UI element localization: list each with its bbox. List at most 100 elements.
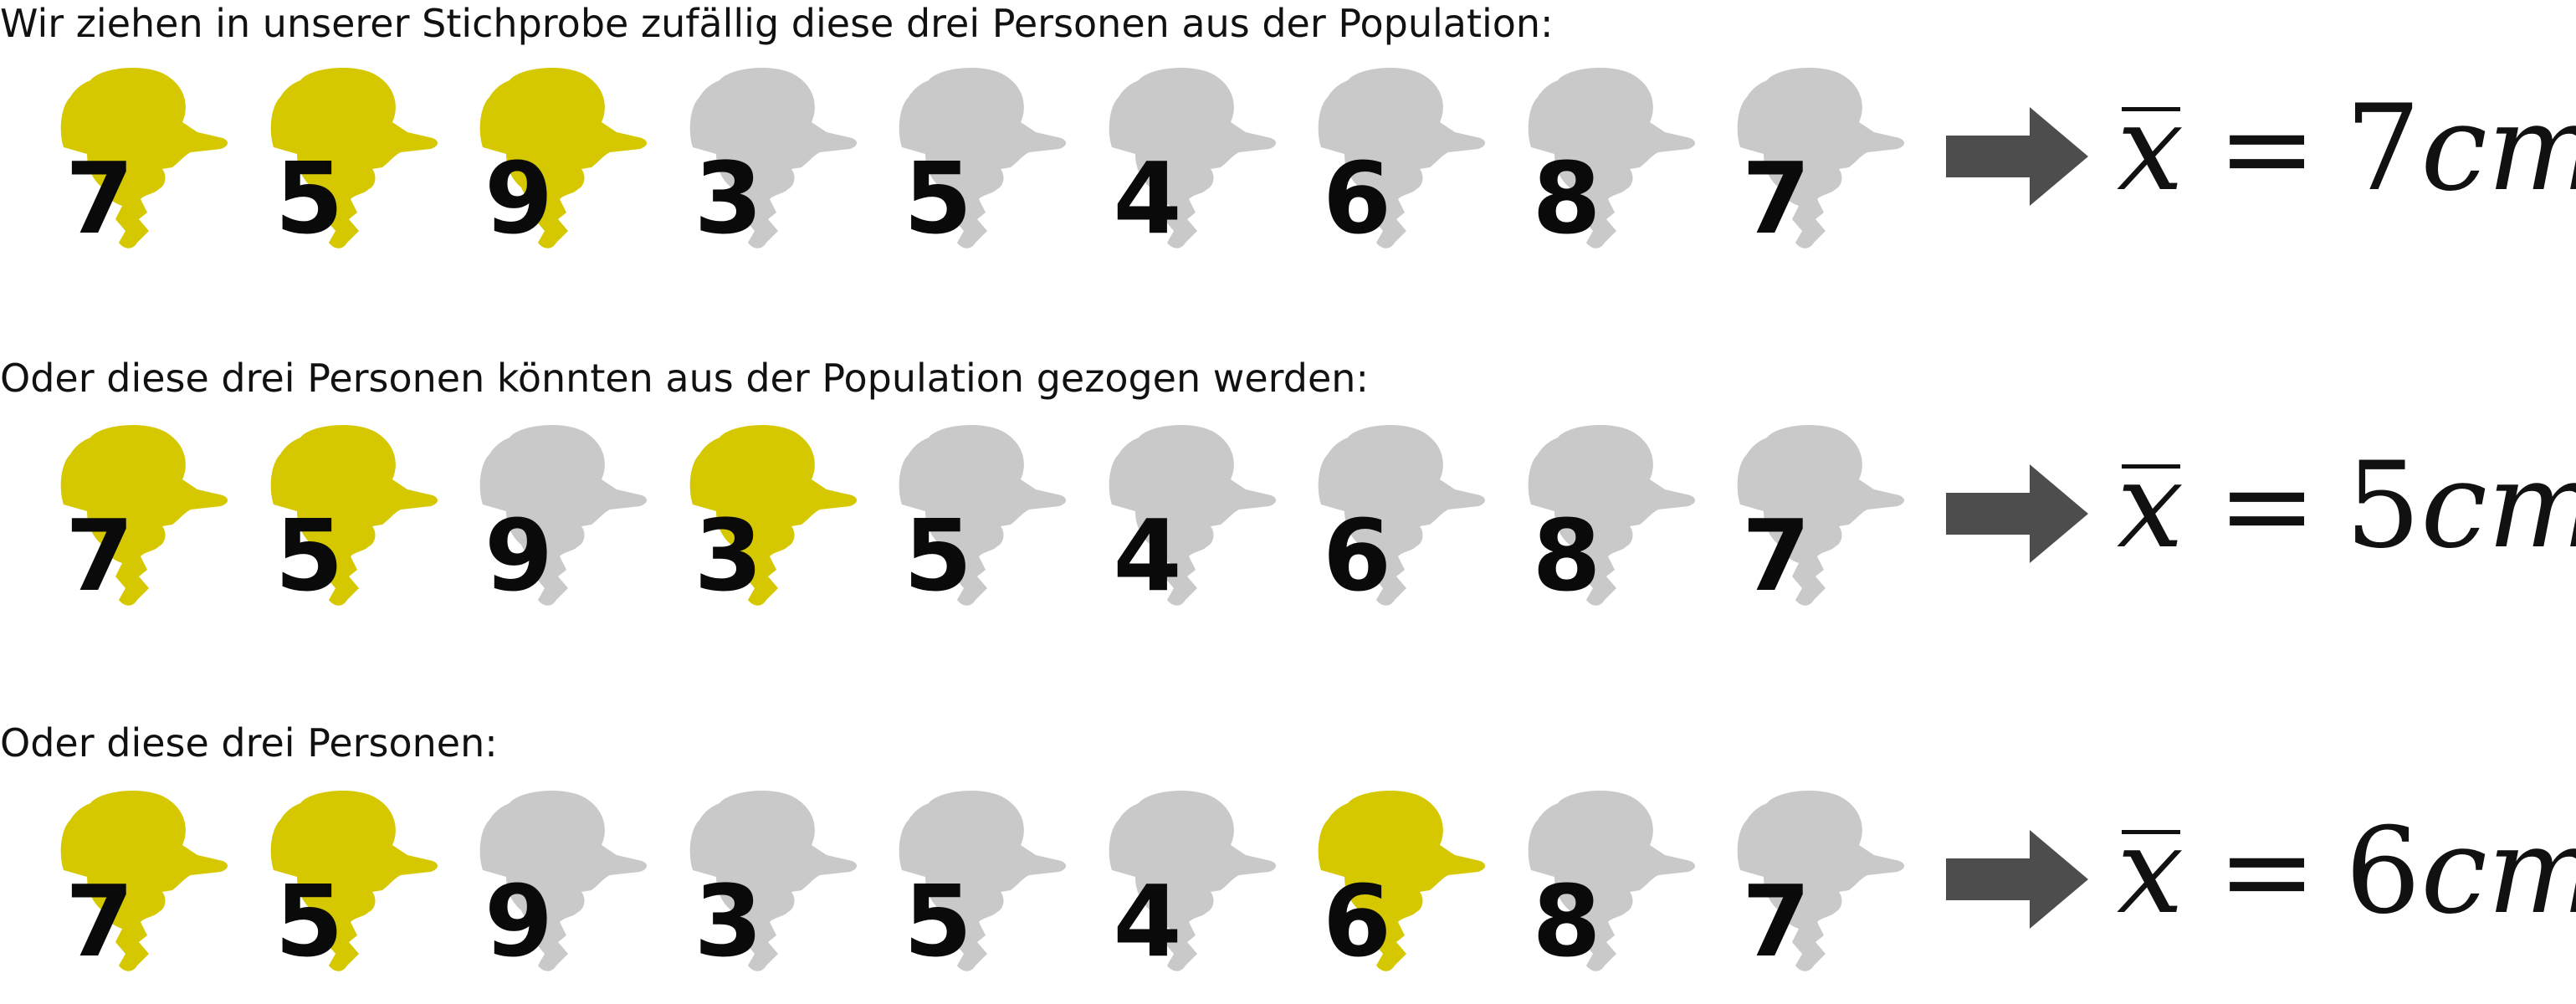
person-value: 4: [1113, 863, 1182, 979]
equals-sign: =: [2217, 437, 2317, 575]
sample-mean-symbol: x: [2117, 802, 2184, 940]
sample-mean-result: x=6cm: [2117, 805, 2576, 939]
person-figure: 3: [671, 64, 863, 264]
person-figure: 4: [1090, 421, 1283, 622]
silhouette-shape: [1737, 790, 1905, 971]
person-silhouette-icon: [479, 790, 648, 971]
sample-mean-unit: cm: [2420, 79, 2576, 218]
person-value: 8: [1532, 498, 1601, 613]
person-silhouette-icon: [1528, 67, 1695, 248]
sample-mean-value: 5: [2345, 437, 2421, 575]
person-silhouette-icon: [270, 67, 438, 248]
equals-sign: =: [2217, 802, 2317, 940]
person-value: 7: [1741, 498, 1811, 613]
silhouette-shape: [270, 424, 438, 606]
silhouette-shape: [60, 424, 228, 606]
caption-row-1: Wir ziehen in unserer Stichprobe zufälli…: [0, 1, 1554, 46]
person-figure: 9: [461, 64, 653, 264]
person-figure: 5: [252, 64, 444, 264]
person-value: 9: [484, 498, 554, 613]
equals-sign: =: [2217, 79, 2317, 218]
silhouette-shape: [1737, 67, 1905, 248]
sample-mean-symbol: x: [2117, 79, 2184, 218]
person-figure: 6: [1299, 421, 1492, 622]
sample-mean-value: 7: [2345, 79, 2421, 218]
silhouette-shape: [1528, 424, 1695, 606]
person-silhouette-icon: [1318, 790, 1486, 971]
silhouette-shape: [689, 790, 857, 971]
person-figure: 8: [1509, 421, 1702, 622]
person-value: 5: [274, 141, 344, 256]
person-figure: 9: [461, 786, 653, 987]
person-figure: 4: [1090, 64, 1283, 264]
person-figure: 5: [252, 421, 444, 622]
person-silhouette-icon: [270, 790, 438, 971]
silhouette-shape: [1528, 790, 1695, 971]
person-silhouette-icon: [479, 424, 648, 606]
person-silhouette-icon: [1318, 67, 1486, 248]
silhouette-shape: [270, 790, 438, 971]
silhouette-shape: [479, 67, 648, 248]
person-value: 5: [903, 498, 973, 613]
person-value: 8: [1532, 141, 1601, 256]
silhouette-shape: [689, 67, 857, 248]
person-figure: 5: [252, 786, 444, 987]
silhouette-shape: [1318, 790, 1486, 971]
person-silhouette-icon: [899, 790, 1067, 971]
sample-mean-symbol: x: [2117, 437, 2184, 575]
person-silhouette-icon: [60, 424, 228, 606]
person-figure: 8: [1509, 64, 1702, 264]
silhouette-shape: [1109, 790, 1276, 971]
person-value: 7: [64, 141, 135, 256]
silhouette-shape: [1109, 67, 1276, 248]
person-silhouette-icon: [1109, 67, 1276, 248]
person-silhouette-icon: [1318, 424, 1486, 606]
arrow-shape: [1946, 830, 2088, 929]
person-silhouette-icon: [1528, 424, 1695, 606]
silhouette-shape: [60, 67, 228, 248]
silhouette-shape: [1109, 424, 1276, 606]
person-value: 4: [1113, 141, 1182, 256]
silhouette-shape: [479, 790, 648, 971]
person-silhouette-icon: [689, 790, 857, 971]
person-silhouette-icon: [1528, 790, 1695, 971]
person-silhouette-icon: [689, 67, 857, 248]
person-figure: 5: [880, 64, 1073, 264]
person-figure: 3: [671, 421, 863, 622]
person-value: 4: [1113, 498, 1182, 613]
person-silhouette-icon: [1737, 790, 1905, 971]
person-value: 6: [1322, 498, 1392, 613]
person-figure: 4: [1090, 786, 1283, 987]
person-figure: 8: [1509, 786, 1702, 987]
person-silhouette-icon: [1737, 424, 1905, 606]
person-value: 3: [694, 141, 763, 256]
right-arrow-icon: [1946, 107, 2088, 206]
person-figure: 5: [880, 421, 1073, 622]
right-arrow-icon: [1946, 830, 2088, 929]
person-silhouette-icon: [1109, 790, 1276, 971]
person-value: 5: [274, 863, 344, 979]
person-value: 8: [1532, 863, 1601, 979]
person-figure: 9: [461, 421, 653, 622]
person-silhouette-icon: [60, 790, 228, 971]
silhouette-shape: [899, 424, 1067, 606]
person-value: 7: [1741, 141, 1811, 256]
person-figure: 7: [42, 64, 234, 264]
person-value: 9: [484, 863, 554, 979]
person-value: 6: [1322, 141, 1392, 256]
silhouette-shape: [899, 790, 1067, 971]
silhouette-shape: [1737, 424, 1905, 606]
arrow-shape: [1946, 464, 2088, 563]
person-figure: 7: [42, 421, 234, 622]
person-figure: 7: [1718, 421, 1911, 622]
person-silhouette-icon: [479, 67, 648, 248]
silhouette-shape: [1318, 67, 1486, 248]
silhouette-shape: [1318, 424, 1486, 606]
person-silhouette-icon: [689, 424, 857, 606]
sample-mean-value: 6: [2345, 802, 2421, 940]
person-figure: 7: [1718, 786, 1911, 987]
person-silhouette-icon: [899, 67, 1067, 248]
person-value: 7: [64, 863, 135, 979]
